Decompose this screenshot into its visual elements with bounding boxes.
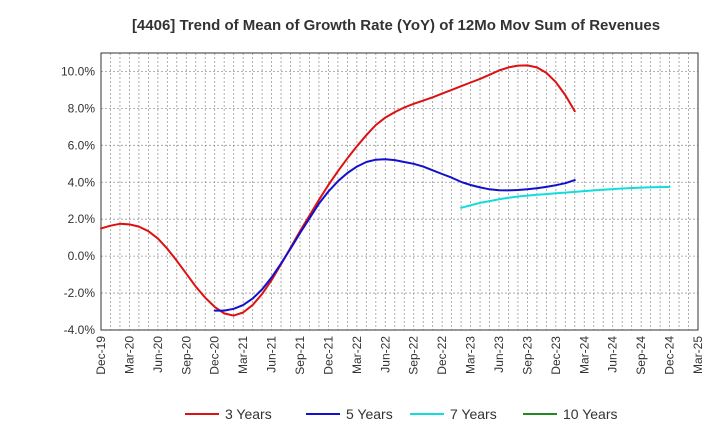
- legend-label: 5 Years: [346, 406, 393, 422]
- x-tick-label: Sep-24: [634, 336, 648, 375]
- x-tick-label: Dec-24: [663, 336, 677, 375]
- x-tick-label: Sep-20: [179, 336, 193, 375]
- series-lines: [100, 64, 671, 317]
- x-tick-label: Dec-21: [321, 336, 335, 375]
- chart-title: [4406] Trend of Mean of Growth Rate (YoY…: [132, 17, 660, 34]
- plot-area-border: [100, 52, 699, 331]
- legend-label: 10 Years: [563, 406, 618, 422]
- y-tick-label: 2.0%: [68, 212, 96, 226]
- legend-label: 3 Years: [225, 406, 272, 422]
- y-tick-label: 4.0%: [68, 175, 96, 189]
- x-tick-label: Mar-25: [691, 336, 705, 374]
- x-tick-label: Jun-21: [265, 336, 279, 373]
- y-tick-label: 6.0%: [68, 138, 96, 152]
- series-line-3-years: [100, 64, 576, 317]
- x-tick-label: Jun-20: [151, 336, 165, 373]
- x-tick-label: Dec-23: [549, 336, 563, 375]
- x-tick-label: Jun-22: [378, 336, 392, 373]
- x-tick-label: Mar-22: [350, 336, 364, 374]
- x-tick-label: Mar-20: [122, 336, 136, 374]
- series-line-7-years: [460, 185, 671, 209]
- series-line-5-years: [213, 158, 576, 312]
- y-tick-label: 10.0%: [61, 64, 95, 78]
- x-tick-label: Dec-20: [208, 336, 222, 375]
- y-tick-label: 8.0%: [68, 101, 96, 115]
- x-tick-label: Jun-24: [606, 336, 620, 373]
- legend-label: 7 Years: [450, 406, 497, 422]
- x-tick-label: Sep-22: [407, 336, 421, 375]
- x-tick-label: Jun-23: [492, 336, 506, 373]
- y-axis: -4.0% -2.0% 0.0% 2.0% 4.0% 6.0% 8.0% 10.0%: [61, 64, 95, 337]
- y-tick-label: -4.0%: [64, 323, 96, 337]
- x-tick-label: Mar-23: [464, 336, 478, 374]
- legend: 3 Years 5 Years 7 Years 10 Years: [185, 406, 618, 422]
- x-tick-label: Mar-21: [236, 336, 250, 374]
- x-tick-label: Mar-24: [577, 336, 591, 374]
- y-tick-label: -2.0%: [64, 286, 96, 300]
- x-tick-label: Sep-21: [293, 336, 307, 375]
- grid: [101, 53, 698, 331]
- x-tick-label: Sep-23: [520, 336, 534, 375]
- x-axis: Dec-19 Mar-20 Jun-20 Sep-20 Dec-20 Mar-21 Jun-…: [94, 336, 705, 375]
- x-tick-label: Dec-22: [435, 336, 449, 375]
- x-tick-label: Dec-19: [94, 336, 108, 375]
- y-tick-label: 0.0%: [68, 249, 96, 263]
